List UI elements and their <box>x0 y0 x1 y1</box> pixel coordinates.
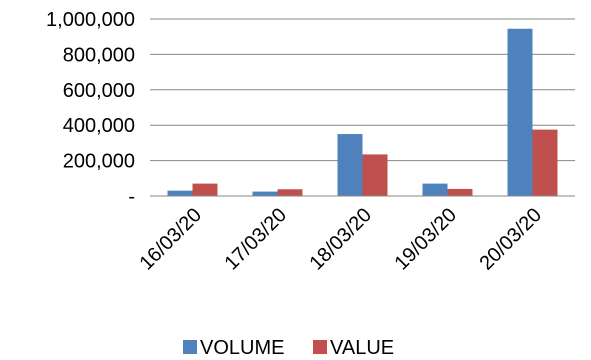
bar-volume-3 <box>422 183 448 196</box>
bar-volume-0 <box>167 190 193 196</box>
x-axis-ticks: 16/03/20 17/03/20 18/03/20 19/03/20 20/03/20 <box>135 204 546 275</box>
y-tick-label: 1,000,000 <box>46 9 135 31</box>
legend: VOLUME VALUE <box>183 337 394 359</box>
gridlines <box>150 18 575 162</box>
bar-value-3 <box>447 188 473 196</box>
legend-swatch-value <box>313 340 327 354</box>
bar-volume-1 <box>252 191 278 196</box>
bar-volume-2 <box>337 134 363 196</box>
x-tick-label: 18/03/20 <box>305 204 376 275</box>
legend-label-volume: VOLUME <box>200 337 284 359</box>
y-tick-label: 400,000 <box>63 115 135 137</box>
y-tick-label: - <box>128 186 135 208</box>
x-tick-label: 17/03/20 <box>220 204 291 275</box>
y-tick-label: 800,000 <box>63 44 135 66</box>
bar-value-2 <box>362 154 388 196</box>
bars <box>167 28 558 196</box>
bar-value-1 <box>277 189 303 196</box>
bar-value-4 <box>532 129 558 196</box>
legend-label-value: VALUE <box>330 337 394 359</box>
x-tick-label: 19/03/20 <box>390 204 461 275</box>
x-tick-label: 20/03/20 <box>475 204 546 275</box>
x-tick-label: 16/03/20 <box>135 204 206 275</box>
bar-volume-4 <box>507 28 533 196</box>
legend-swatch-volume <box>183 340 197 354</box>
bar-value-0 <box>192 183 218 196</box>
y-axis-ticks: - 200,000 400,000 600,000 800,000 1,000,000 <box>46 9 135 208</box>
y-tick-label: 200,000 <box>63 151 135 173</box>
y-tick-label: 600,000 <box>63 80 135 102</box>
